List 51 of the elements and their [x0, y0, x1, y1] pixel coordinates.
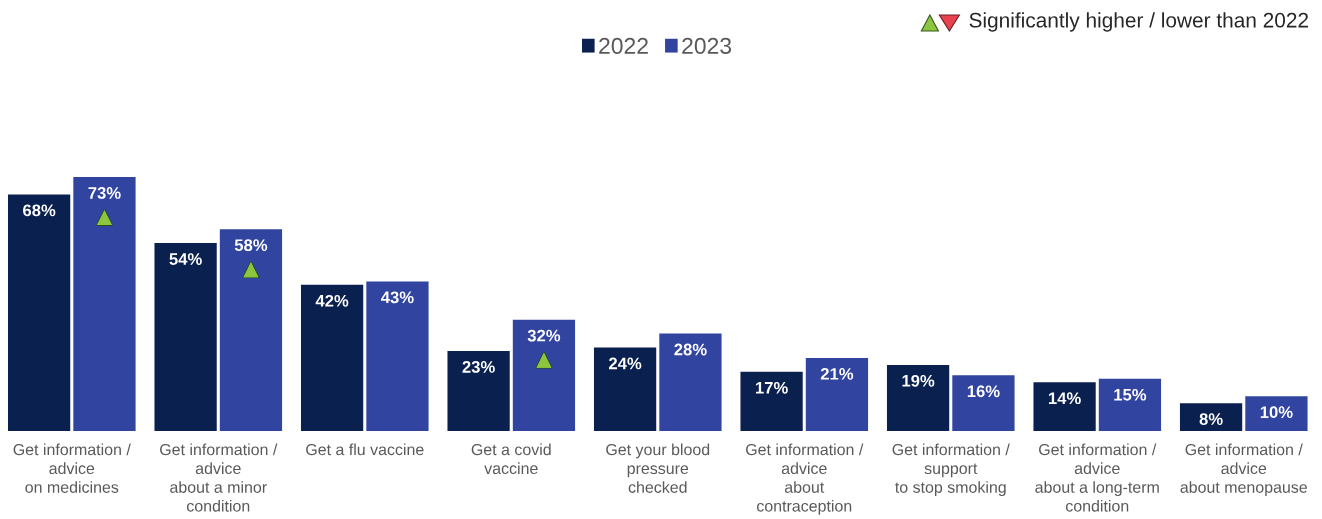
x-tick-label: Get a flu vaccine	[306, 443, 424, 456]
annotation: ▲	[536, 352, 552, 368]
data-label: 68%	[23, 204, 56, 217]
data-label: 32%	[527, 329, 561, 342]
x-tick-label: Get information / advice on medicines	[13, 443, 131, 493]
bar	[593, 347, 657, 431]
x-tick-label: Get information / advice about contraception	[746, 443, 864, 515]
legend-label: 2023	[682, 37, 732, 54]
data-label: 14%	[1048, 392, 1081, 405]
legend-label: 2022	[599, 37, 648, 54]
x-tick-label: Get your blood pressure checked	[606, 443, 710, 493]
bar	[1179, 403, 1243, 431]
x-tick-label: Get information / support to stop smoking	[892, 443, 1010, 497]
bar	[886, 364, 950, 431]
x-tick-label: Get information / advice about a minor condition	[160, 443, 278, 512]
bar	[219, 229, 283, 431]
bar	[1098, 378, 1162, 431]
data-label: 17%	[755, 381, 788, 394]
data-label: 8%	[1199, 413, 1223, 425]
data-label: 42%	[315, 294, 349, 307]
x-tick-label: Get a covid vaccine	[471, 443, 551, 475]
bar	[1033, 382, 1096, 431]
x-tick-label: Get information / advice about a long-term condition	[1035, 443, 1159, 512]
annotation: ▲	[243, 262, 259, 278]
data-label: 21%	[820, 367, 854, 380]
bar	[512, 319, 576, 431]
data-label: 54%	[169, 253, 202, 265]
annotation: ▲	[97, 210, 112, 226]
data-label: 43%	[381, 291, 414, 304]
bar	[659, 333, 722, 431]
data-label: 58%	[234, 239, 268, 252]
data-label: 19%	[902, 374, 935, 387]
bar	[1245, 396, 1308, 431]
text: Significantly higher / lower than 2022	[969, 12, 1308, 32]
bar	[805, 357, 869, 431]
bar	[366, 281, 429, 431]
bar	[952, 375, 1015, 431]
bar	[740, 371, 803, 431]
x-tick-label: Get information / advice about menopause	[1180, 443, 1307, 497]
bar	[7, 194, 71, 431]
data-label: 24%	[609, 357, 642, 370]
data-label: 10%	[1260, 406, 1293, 419]
bar	[154, 243, 217, 431]
data-label: 23%	[462, 361, 495, 373]
data-label: 16%	[967, 385, 1000, 398]
bar	[447, 350, 510, 431]
data-label: 28%	[674, 343, 707, 356]
bar	[300, 284, 364, 431]
bar	[73, 177, 136, 431]
data-label: 15%	[1114, 388, 1147, 401]
data-label: 73%	[88, 187, 121, 199]
